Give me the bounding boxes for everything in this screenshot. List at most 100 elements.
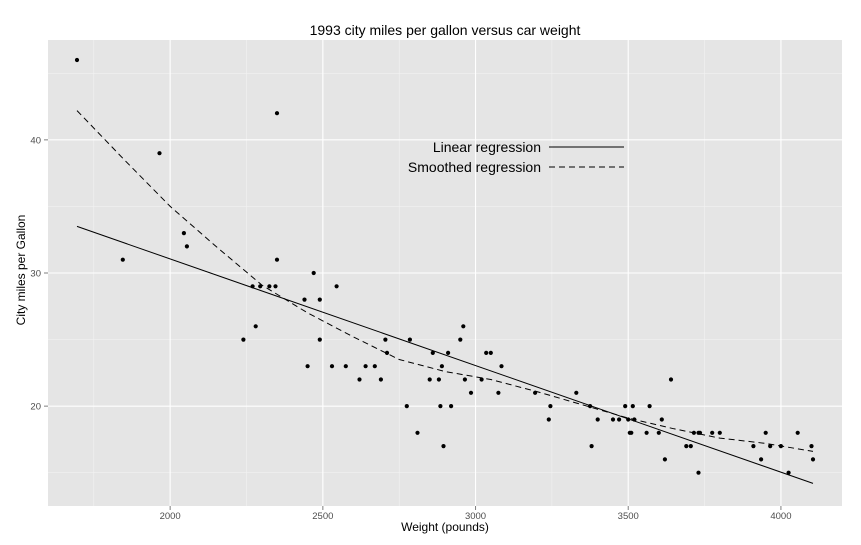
data-point [795,430,800,435]
data-point [439,364,444,369]
data-point [810,457,816,462]
x-tick-label: 2000 [160,511,181,522]
data-point [533,390,538,395]
data-point [595,417,600,422]
data-point [461,324,466,329]
data-point [184,244,189,249]
data-point [696,470,701,475]
data-point [588,404,593,409]
data-point [273,284,278,289]
data-point [74,57,80,63]
data-point [311,270,316,276]
data-point [258,284,263,289]
data-point [778,444,784,449]
data-point [589,444,594,449]
data-point [363,364,368,369]
data-point [372,364,377,369]
y-tick-label: 30 [30,269,41,280]
data-point [546,417,551,422]
data-point [407,337,412,342]
data-point [479,377,484,382]
x-tick-label: 2500 [312,511,333,522]
data-points [74,57,816,475]
data-point [623,404,628,409]
data-point [717,430,722,435]
data-point [710,430,715,435]
data-point [768,444,773,449]
data-point [357,377,362,382]
smoothed-regression-line [76,110,814,452]
chart-title: 1993 city miles per gallon versus car we… [310,22,581,38]
grid-lines [48,40,842,506]
data-point [688,444,693,449]
data-point [250,284,255,289]
data-point [626,417,631,422]
data-point [662,457,668,462]
data-point [656,430,661,435]
data-point [430,350,435,355]
data-point [468,390,474,395]
y-axis-label: City miles per Gallon [14,215,28,326]
data-point [305,364,310,369]
data-point [462,377,467,382]
x-tick-label: 4000 [770,511,791,522]
data-point [302,297,307,302]
data-point [427,377,432,382]
data-point [317,297,322,302]
data-point [441,444,446,449]
legend-label: Smoothed regression [408,159,541,175]
data-point [383,337,388,342]
regression-lines [76,110,814,484]
data-point [691,430,697,435]
data-point [274,257,280,262]
data-point [644,430,649,435]
y-axis-ticks: 20 30 40 [30,135,48,413]
x-axis-ticks: 2000 2500 3000 3500 4000 [160,506,791,522]
data-point [274,111,280,116]
data-point [629,430,634,435]
data-point [574,390,579,395]
data-point [378,377,383,382]
data-point [496,390,501,395]
data-point [484,350,489,355]
data-point [267,284,272,289]
data-point [317,337,322,342]
data-point [181,231,186,236]
data-point [329,364,335,369]
data-point [436,377,441,382]
x-tick-label: 3000 [465,511,486,522]
data-point [647,404,652,409]
data-point [449,404,454,409]
linear-regression-line [76,225,814,484]
data-point [241,337,246,342]
data-point [697,430,703,435]
x-axis-label: Weight (pounds) [401,520,489,534]
data-point [684,444,689,449]
y-tick-label: 40 [30,135,41,146]
data-point [458,337,463,342]
data-point [488,350,493,355]
data-point [253,324,258,329]
legend: Linear regression Smoothed regression [408,139,624,175]
data-point [809,444,814,449]
y-tick-label: 20 [30,402,41,413]
data-point [334,284,339,289]
data-point [668,377,674,382]
data-point [548,404,553,409]
data-point [610,417,616,422]
data-point [751,444,756,449]
data-point [446,350,451,355]
data-point [763,430,768,435]
data-point [630,404,635,409]
data-point [384,350,390,355]
data-point [415,430,420,435]
x-tick-label: 3500 [618,511,639,522]
data-point [157,151,162,156]
data-point [659,417,664,422]
data-point [120,257,125,262]
data-point [438,404,443,409]
data-point [343,364,348,369]
data-point [632,417,637,422]
data-point [759,457,764,462]
